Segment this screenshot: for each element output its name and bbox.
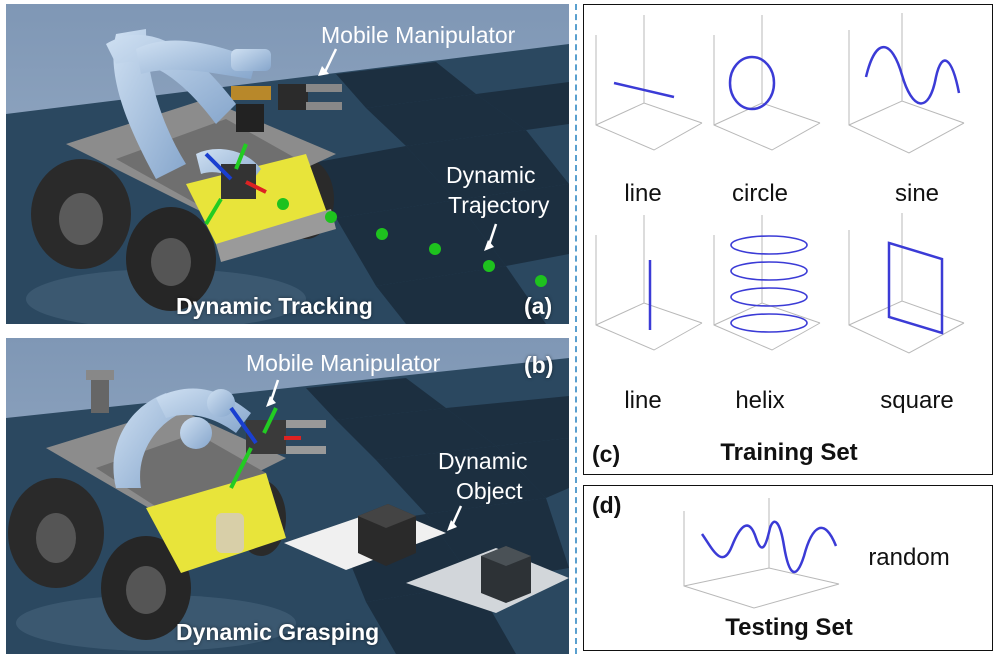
label-sine: sine: [894, 180, 940, 207]
tracking-scene: [6, 4, 569, 324]
gripper: [221, 84, 342, 199]
label-square: square: [880, 387, 954, 414]
trajectory-label-line1: Dynamic: [446, 162, 536, 188]
axes-grid: [595, 13, 965, 354]
robot-label-a: Mobile Manipulator: [321, 22, 516, 48]
object-label-line1: Dynamic: [438, 448, 528, 474]
panel-a-dynamic-tracking: Mobile Manipulator Dynamic Trajectory Dy…: [6, 4, 569, 324]
label-line-1: line: [624, 180, 662, 207]
panel-b-dynamic-grasping: Mobile Manipulator (b) Dynamic Object Dy…: [6, 338, 569, 654]
line-curve-1: [613, 81, 675, 99]
panel-d-testing-set: (d) random Testing Set: [583, 485, 993, 651]
panel-d-tag: (d): [592, 492, 622, 518]
random-curve: [700, 520, 838, 574]
robot-chassis: [46, 370, 286, 573]
panel-c-training-set: line circle sine line helix square (c) T…: [583, 4, 993, 475]
training-curves: [613, 45, 961, 335]
panel-a-title: Dynamic Tracking: [176, 293, 373, 319]
helix-curve: [730, 235, 808, 333]
axes-grid: [683, 498, 840, 609]
panel-b-title: Dynamic Grasping: [176, 619, 380, 645]
robot-label-b: Mobile Manipulator: [246, 350, 441, 376]
label-circle: circle: [731, 180, 789, 207]
robot-arm: [106, 29, 271, 189]
panel-a-tag: (a): [524, 293, 553, 319]
annotation-arrows: [318, 48, 498, 251]
square-curve: [887, 241, 944, 335]
label-random: random: [868, 544, 950, 571]
grasping-scene: [6, 338, 569, 654]
trajectory-label-line2: Trajectory: [448, 192, 550, 218]
label-helix: helix: [735, 387, 785, 414]
panel-c-tag: (c): [592, 441, 621, 467]
circle-curve: [728, 55, 776, 111]
testing-plot: [683, 498, 840, 609]
label-line-2: line: [624, 387, 662, 414]
divider: [575, 4, 577, 654]
robot-arm: [113, 388, 251, 488]
floor-checker: [306, 62, 569, 324]
panel-b-tag: (b): [524, 352, 554, 378]
panel-d-title: Testing Set: [725, 614, 853, 641]
dynamic-trajectory-points: [277, 198, 547, 287]
training-plots: [595, 13, 965, 354]
cube-objects: [358, 504, 531, 603]
sine-curve: [864, 45, 961, 105]
panel-c-title: Training Set: [720, 439, 858, 466]
object-label-line2: Object: [456, 478, 523, 504]
annotation-arrows: [266, 379, 463, 531]
